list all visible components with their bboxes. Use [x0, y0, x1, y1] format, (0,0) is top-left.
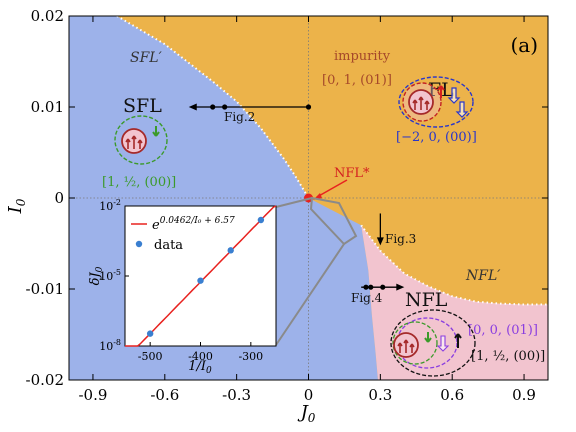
y-tick-label: -0.02: [26, 371, 64, 389]
x-tick-label: 0.3: [368, 386, 392, 404]
cut-fig4-arrowhead: [396, 283, 405, 291]
inset-x-tick-label: -500: [138, 350, 163, 363]
y-tick-label: 0: [54, 189, 64, 207]
y-tick-label: -0.01: [26, 280, 64, 298]
inset-x-tick-label: -400: [188, 350, 213, 363]
cut-fig3-arrowhead: [376, 237, 384, 246]
x-tick-label: -0.6: [150, 386, 179, 404]
x-tick-label: 0: [304, 386, 314, 404]
label-fig4: Fig.4: [351, 291, 383, 305]
y-axis-label: I0: [5, 198, 28, 214]
x-axis-label: J0: [297, 402, 316, 425]
y-tick-label: 0.01: [31, 98, 64, 116]
cut-fig4-point: [368, 284, 374, 290]
cut-fig2-point: [222, 104, 228, 110]
inset-data-point: [257, 216, 265, 224]
label-sfl: SFL: [123, 95, 162, 117]
quantum-numbers-sfl: [1, ½, (00)]: [102, 175, 176, 190]
nfl-state-schematic: [390, 309, 476, 377]
inset-x-tick-label: -300: [238, 350, 263, 363]
legend-data-swatch: [135, 240, 143, 248]
x-tick-label: 0.9: [512, 386, 536, 404]
inset-data-point: [197, 277, 204, 284]
quantum-numbers-fl: [−2, 0, (00)]: [396, 130, 477, 145]
inset-chart: -500 -400 -300 10-8 10-5 10-2 e0.0462/I₀ + 6…: [88, 198, 277, 376]
inset-data-point: [227, 247, 234, 254]
x-tick-label: -0.3: [222, 386, 251, 404]
inset-y-ticks: 10-8 10-5 10-2: [99, 198, 129, 353]
quantum-numbers-nfl-1: [0, 0, (01)]: [468, 323, 538, 338]
zoom-indicator: [275, 196, 358, 346]
inset-y-tick-label: 10-2: [99, 198, 121, 213]
y-tick-label: 0.02: [31, 7, 64, 25]
label-nfl-star: NFL*: [334, 166, 370, 181]
inset-x-ticks: -500 -400 -300: [138, 342, 263, 363]
quantum-numbers-impurity: [0, 1, (01)]: [322, 73, 392, 88]
label-fig3: Fig.3: [385, 232, 416, 246]
cut-fig3: [376, 213, 384, 246]
y-ticks: -0.02 -0.01 0 0.01 0.02: [26, 7, 548, 389]
boundary-fl-nfl: [360, 224, 548, 306]
fl-state-schematic: [398, 76, 474, 128]
label-sfl-prime: SFL′: [130, 50, 163, 66]
inset-y-tick-label: 10-8: [99, 338, 121, 353]
panel-label: (a): [510, 33, 538, 57]
inset-data-point: [146, 330, 154, 337]
label-fig2: Fig.2: [224, 110, 255, 124]
x-tick-label: -0.9: [78, 386, 107, 404]
cut-fig2-arrowhead: [188, 103, 197, 111]
nfl-star-arrow: [316, 179, 348, 198]
cut-fig2-point: [210, 104, 216, 110]
inset-data-points: [146, 216, 265, 337]
x-ticks: -0.9 -0.6 -0.3 0 0.3 0.6 0.9: [78, 16, 536, 404]
inset-y-axis-label: δJ0: [88, 266, 105, 285]
cut-fig4: [361, 283, 405, 291]
cut-fig2-point: [305, 104, 312, 110]
cut-fig4-point: [380, 284, 386, 290]
inset-y-tick-label: 10-5: [99, 268, 121, 283]
inset-x-axis-label: 1/I0: [188, 359, 212, 376]
x-tick-label: 0.6: [440, 386, 464, 404]
cut-fig2: [188, 103, 312, 111]
legend-fit-label: e0.0462/I₀ + 6.57: [152, 216, 235, 233]
cut-fig4-point: [363, 284, 369, 290]
label-nfl: NFL: [405, 289, 448, 311]
legend-data-label: data: [154, 238, 183, 253]
label-nfl-prime: NFL′: [465, 268, 501, 284]
sfl-state-schematic: [114, 115, 168, 165]
quantum-numbers-nfl-2: [1, ½, (00)]: [471, 349, 545, 364]
label-impurity: impurity: [334, 49, 391, 64]
